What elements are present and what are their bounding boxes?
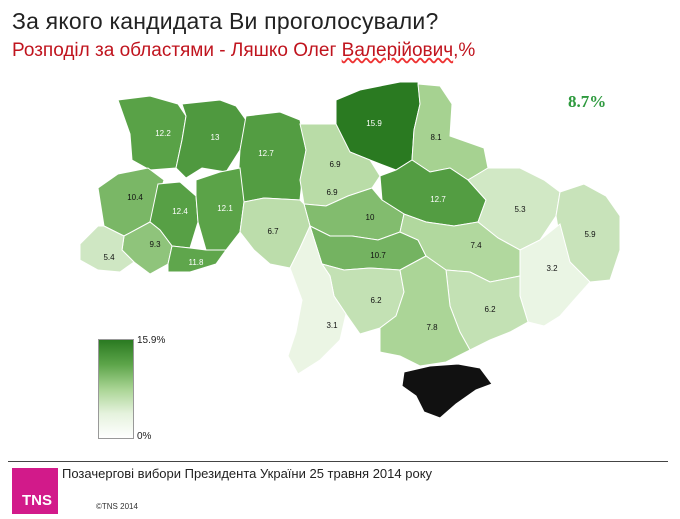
legend-color-scale [98, 339, 134, 439]
region-value-label: 13 [211, 133, 220, 142]
region-value-label: 3.2 [546, 264, 558, 273]
region-value-label: 9.3 [149, 240, 161, 249]
region-odesa [287, 224, 347, 375]
region-value-label: 12.4 [172, 207, 188, 216]
region-value-label: 6.2 [484, 305, 496, 314]
region-value-label: 6.2 [370, 296, 382, 305]
region-value-label: 7.4 [470, 241, 482, 250]
region-value-label: 11.8 [189, 258, 205, 267]
region-kherson [379, 255, 471, 367]
region-value-label: 10.4 [127, 193, 143, 202]
legend-max-label: 15.9% [137, 335, 166, 346]
region-value-label: 10.7 [370, 251, 386, 260]
region-khmelnytskyi [195, 167, 245, 251]
region-kharkiv [467, 167, 561, 251]
region-chernivtsi [167, 245, 227, 273]
footer-divider [8, 461, 668, 462]
region-value-label: 5.3 [514, 205, 526, 214]
region-value-label: 12.2 [155, 129, 171, 138]
region-volyn [117, 95, 187, 171]
region-value-label: 15.9 [366, 119, 382, 128]
region-value-label: 6.9 [329, 160, 341, 169]
region-crimea [401, 363, 493, 419]
region-rivne [175, 99, 247, 179]
region-zakarpattia [79, 225, 135, 273]
region-sumy [411, 83, 489, 181]
region-value-label: 12.1 [217, 204, 233, 213]
footer-caption: Позачергові вибори Президента України 25… [62, 466, 433, 481]
region-value-label: 12.7 [430, 195, 446, 204]
region-value-label: 7.8 [426, 323, 438, 332]
region-value-label: 5.4 [103, 253, 115, 262]
region-value-label: 5.9 [584, 230, 596, 239]
region-value-label: 12.7 [258, 149, 274, 158]
subtitle-suffix: ,% [453, 40, 476, 61]
region-value-label: 6.9 [326, 188, 338, 197]
subtitle-candidate-name: Валерійович [341, 40, 454, 61]
region-value-label: 3.1 [326, 321, 338, 330]
tns-logo: TNS [12, 468, 58, 514]
region-value-label: 8.1 [430, 133, 442, 142]
ukraine-map: 12.2 13 12.7 15.9 8.1 6.9 6.9 10.4 12.4 12.1 12.7 5… [79, 81, 621, 419]
page-title: За якого кандидата Ви проголосували? [12, 8, 439, 34]
copyright: ©TNS 2014 [96, 502, 138, 511]
subtitle-prefix: Розподіл за областями - Ляшко Олег [12, 40, 342, 61]
legend-min-label: 0% [137, 431, 152, 442]
region-value-label: 10 [366, 213, 375, 222]
national-value: 8.7% [568, 92, 607, 111]
page-subtitle: Розподіл за областями - Ляшко Олег Валер… [12, 40, 475, 62]
region-value-label: 6.7 [267, 227, 279, 236]
